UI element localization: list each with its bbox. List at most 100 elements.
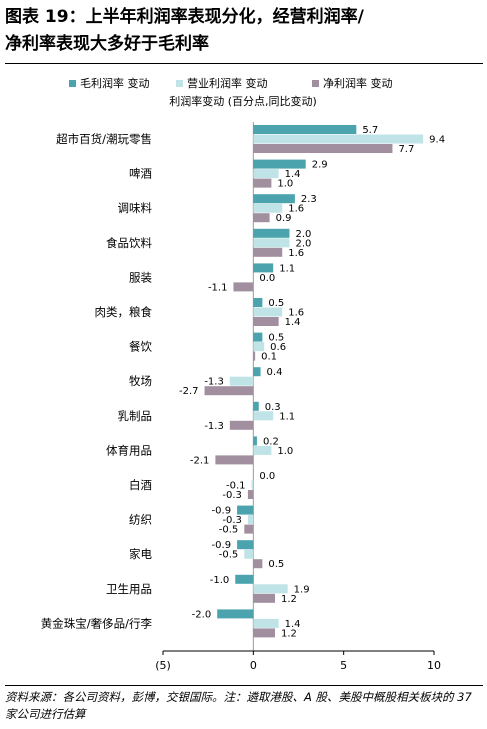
value-label-家电-净利润率-变动: 0.5 [268, 559, 284, 570]
value-label-纺织-营业利润率-变动: -0.3 [222, 515, 242, 526]
value-label-卫生用品-净利润率-变动: 1.2 [281, 594, 297, 605]
bar-食品饮料-净利润率-变动 [253, 247, 283, 257]
category-label-乳制品: 乳制品 [118, 409, 153, 423]
value-label-食品饮料-营业利润率-变动: 2.0 [295, 238, 311, 249]
bar-乳制品-净利润率-变动 [229, 420, 254, 430]
value-label-超市百货-潮玩零售-毛利润率-变动: 5.7 [362, 125, 378, 136]
bar-啤酒-营业利润率-变动 [253, 169, 279, 179]
legend-swatch-毛利润率-变动 [69, 80, 76, 87]
bar-家电-毛利润率-变动 [237, 540, 254, 550]
bar-调味料-毛利润率-变动 [253, 194, 295, 204]
value-label-体育用品-营业利润率-变动: 1.0 [277, 446, 293, 457]
value-label-乳制品-营业利润率-变动: 1.1 [279, 411, 295, 422]
value-label-肉类-粮食-毛利润率-变动: 0.5 [268, 298, 284, 309]
value-label-调味料-营业利润率-变动: 1.6 [288, 204, 304, 215]
category-label-纺织: 纺织 [129, 513, 152, 527]
value-label-肉类-粮食-营业利润率-变动: 1.6 [288, 308, 304, 319]
bar-纺织-营业利润率-变动 [247, 515, 254, 525]
category-label-家电: 家电 [129, 547, 152, 561]
x-tick-label-1: 0 [250, 659, 257, 672]
value-label-肉类-粮食-净利润率-变动: 1.4 [285, 317, 301, 328]
value-label-啤酒-毛利润率-变动: 2.9 [312, 160, 328, 171]
bar-体育用品-净利润率-变动 [215, 455, 254, 465]
value-label-服装-营业利润率-变动: 0.0 [259, 273, 275, 284]
category-label-肉类-粮食: 肉类，粮食 [95, 305, 153, 319]
category-label-食品饮料: 食品饮料 [106, 236, 152, 250]
category-label-餐饮: 餐饮 [129, 340, 152, 354]
value-label-黄金珠宝-奢侈品-行李-净利润率-变动: 1.2 [281, 628, 297, 639]
value-label-卫生用品-营业利润率-变动: 1.9 [294, 584, 310, 595]
legend-label-毛利润率-变动: 毛利润率 变动 [80, 76, 150, 90]
category-label-体育用品: 体育用品 [106, 443, 152, 457]
bar-黄金珠宝-奢侈品-行李-毛利润率-变动 [217, 609, 254, 619]
value-label-超市百货-潮玩零售-净利润率-变动: 7.7 [398, 144, 414, 155]
source-note: 资料来源：各公司资料，彭博，交银国际。注：遴取港股、A 股、美股中概股相关板块的… [5, 690, 472, 721]
bar-卫生用品-毛利润率-变动 [235, 574, 254, 584]
bar-黄金珠宝-奢侈品-行李-净利润率-变动 [253, 628, 276, 638]
bar-超市百货-潮玩零售-营业利润率-变动 [253, 134, 424, 144]
value-label-餐饮-营业利润率-变动: 0.6 [270, 342, 286, 353]
value-label-白酒-毛利润率-变动: 0.0 [259, 471, 275, 482]
footer-divider [5, 685, 483, 686]
value-label-调味料-净利润率-变动: 0.9 [276, 213, 292, 224]
bar-餐饮-营业利润率-变动 [253, 342, 265, 352]
bar-白酒-净利润率-变动 [247, 490, 254, 499]
value-label-家电-毛利润率-变动: -0.9 [212, 540, 232, 551]
bar-卫生用品-营业利润率-变动 [253, 584, 288, 594]
bar-食品饮料-毛利润率-变动 [253, 228, 290, 238]
bar-超市百货-潮玩零售-毛利润率-变动 [253, 125, 357, 134]
title-line-1: 图表 19：上半年利润率表现分化，经营利润率/ [5, 7, 364, 27]
bar-服装-净利润率-变动 [233, 282, 254, 292]
value-label-餐饮-毛利润率-变动: 0.5 [268, 333, 284, 344]
x-tick-label-2: 5 [340, 659, 347, 672]
bar-体育用品-毛利润率-变动 [253, 436, 257, 446]
bar-肉类-粮食-营业利润率-变动 [253, 307, 283, 317]
bar-纺织-毛利润率-变动 [237, 505, 254, 515]
value-label-牧场-净利润率-变动: -2.7 [179, 386, 199, 397]
value-label-餐饮-净利润率-变动: 0.1 [261, 352, 277, 363]
legend-swatch-营业利润率-变动 [176, 80, 183, 87]
legend-swatch-净利润率-变动 [312, 80, 319, 87]
value-label-黄金珠宝-奢侈品-行李-营业利润率-变动: 1.4 [285, 619, 301, 630]
bar-乳制品-毛利润率-变动 [253, 401, 259, 411]
bar-牧场-毛利润率-变动 [253, 367, 261, 377]
value-label-服装-净利润率-变动: -1.1 [208, 282, 228, 293]
value-label-白酒-营业利润率-变动: -0.1 [226, 481, 246, 492]
value-label-食品饮料-净利润率-变动: 1.6 [288, 248, 304, 259]
bar-乳制品-营业利润率-变动 [253, 411, 274, 421]
bar-餐饮-净利润率-变动 [253, 351, 256, 361]
value-label-超市百货-潮玩零售-营业利润率-变动: 9.4 [429, 135, 445, 146]
bar-牧场-净利润率-变动 [204, 386, 254, 396]
bar-超市百货-潮玩零售-净利润率-变动 [253, 144, 393, 153]
category-label-黄金珠宝-奢侈品-行李: 黄金珠宝/奢侈品/行李 [41, 616, 153, 630]
category-label-牧场: 牧场 [129, 374, 152, 388]
bar-调味料-营业利润率-变动 [253, 203, 283, 213]
value-label-牧场-营业利润率-变动: -1.3 [204, 377, 224, 388]
bar-调味料-净利润率-变动 [253, 213, 270, 223]
value-label-乳制品-净利润率-变动: -1.3 [204, 421, 224, 432]
legend-label-净利润率-变动: 净利润率 变动 [323, 76, 393, 90]
bar-体育用品-营业利润率-变动 [253, 445, 272, 455]
value-label-纺织-毛利润率-变动: -0.9 [212, 506, 232, 517]
category-label-服装: 服装 [129, 270, 152, 284]
bar-纺织-净利润率-变动 [244, 524, 254, 534]
value-label-体育用品-毛利润率-变动: 0.2 [263, 436, 279, 447]
value-label-乳制品-毛利润率-变动: 0.3 [265, 402, 281, 413]
value-label-体育用品-净利润率-变动: -2.1 [190, 455, 210, 466]
bar-家电-营业利润率-变动 [244, 549, 254, 559]
value-label-卫生用品-毛利润率-变动: -1.0 [210, 575, 230, 586]
bar-家电-净利润率-变动 [253, 559, 263, 569]
x-tick-label-3: 10 [427, 659, 441, 672]
value-label-白酒-净利润率-变动: -0.3 [222, 490, 242, 501]
category-label-卫生用品: 卫生用品 [106, 582, 152, 596]
x-tick-label-0: (5) [155, 659, 171, 672]
bar-服装-毛利润率-变动 [253, 263, 274, 273]
value-label-纺织-净利润率-变动: -0.5 [219, 525, 239, 536]
category-label-调味料: 调味料 [118, 201, 153, 215]
bar-牧场-营业利润率-变动 [229, 376, 254, 386]
bar-食品饮料-营业利润率-变动 [253, 238, 290, 248]
bar-肉类-粮食-毛利润率-变动 [253, 298, 263, 307]
figure-title: 图表 19：上半年利润率表现分化，经营利润率/ 净利率表现大多好于毛利率 [5, 4, 483, 58]
title-line-2: 净利率表现大多好于毛利率 [5, 34, 209, 54]
